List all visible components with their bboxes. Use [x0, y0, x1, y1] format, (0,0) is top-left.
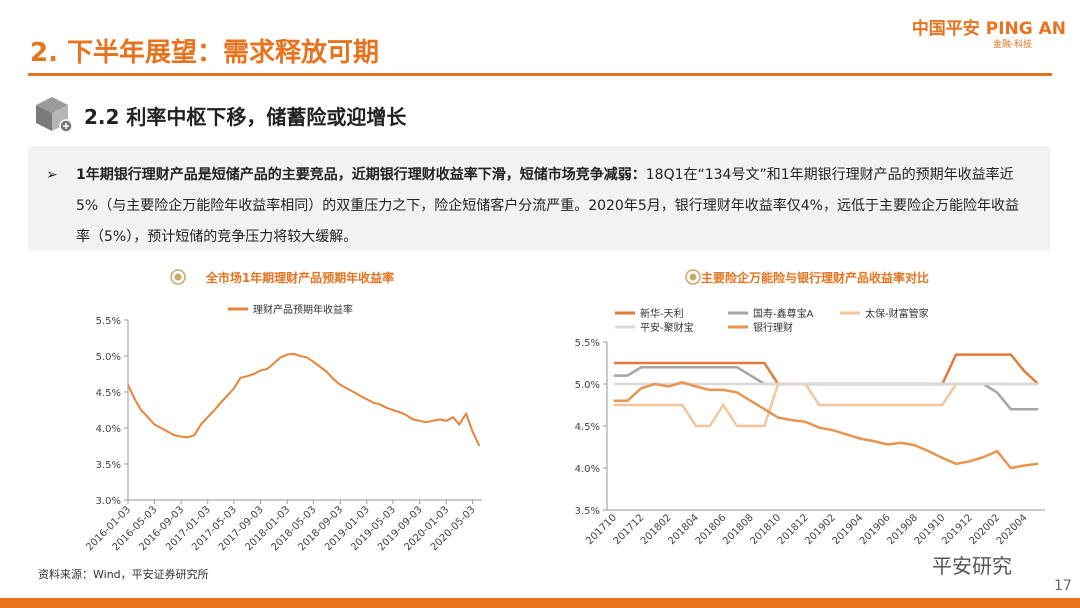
series-line: [613, 365, 1039, 411]
section-subtitle: 2.2 利率中枢下移，储蓄险或迎增长: [84, 105, 407, 129]
bullet-text: 18Q1在“134号文”和1年期银行理财产品的预期年收益率近5%（与主要险企万能…: [76, 167, 1019, 245]
legend-label: 平安-聚财宝: [640, 321, 694, 334]
legend-label: 新华-天利: [640, 307, 684, 320]
y-tick-label: 4.0%: [575, 464, 600, 475]
series-line: [127, 352, 481, 447]
watermark: 平安研究: [932, 554, 1012, 578]
bullet-lead: 1年期银行理财产品是短储产品的主要竞品，近期银行理财收益率下滑，短储市场竞争减弱…: [76, 167, 646, 183]
logo: 中国平安 PING AN: [911, 19, 1066, 39]
y-tick-label: 5.0%: [96, 352, 121, 363]
series-line: [613, 353, 1040, 386]
y-tick-label: 3.0%: [96, 496, 121, 507]
y-tick-label: 4.5%: [575, 422, 600, 433]
footer-bar: [0, 598, 1080, 608]
title-icon-dot: [174, 273, 182, 281]
series-line: [613, 380, 1039, 470]
slide-title: 2. 下半年展望：需求释放可期: [30, 38, 380, 68]
title-icon: [685, 269, 701, 285]
chart-title: 全市场1年期理财产品预期年收益率: [205, 270, 394, 285]
y-tick-label: 5.5%: [575, 338, 600, 349]
bullet-box: ➢ 1年期银行理财产品是短储产品的主要竞品，近期银行理财收益率下滑，短储市场竞争减…: [28, 146, 1050, 250]
bullet-arrow: ➢: [46, 167, 58, 183]
logo-sub: 金融·科技: [993, 40, 1032, 50]
y-tick-label: 5.5%: [96, 316, 121, 327]
y-tick-label: 3.5%: [575, 506, 600, 517]
chart-title: 主要险企万能险与银行理财产品收益率对比: [701, 270, 929, 285]
legend-label: 银行理财: [753, 321, 793, 334]
y-tick-label: 4.0%: [96, 424, 121, 435]
legend-label: 理财产品预期年收益率: [253, 303, 353, 316]
x-tick-label: 202004: [995, 512, 1030, 547]
title-icon-dot: [689, 273, 697, 281]
source-note: 资料来源：Wind，平安证券研究所: [38, 568, 209, 581]
y-tick-label: 3.5%: [96, 460, 121, 471]
page-number: 17: [1054, 578, 1072, 594]
title-rule: [28, 73, 1052, 76]
legend-label: 太保-财富管家: [865, 307, 929, 320]
title-icon: [170, 269, 186, 285]
cube-icon: [36, 97, 73, 133]
legend-label: 国寿-鑫尊宝A: [753, 307, 814, 320]
y-tick-label: 5.0%: [575, 380, 600, 391]
x-tick-label: 2016-01-03: [84, 504, 133, 553]
series-line: [613, 382, 1039, 428]
y-tick-label: 4.5%: [96, 388, 121, 399]
